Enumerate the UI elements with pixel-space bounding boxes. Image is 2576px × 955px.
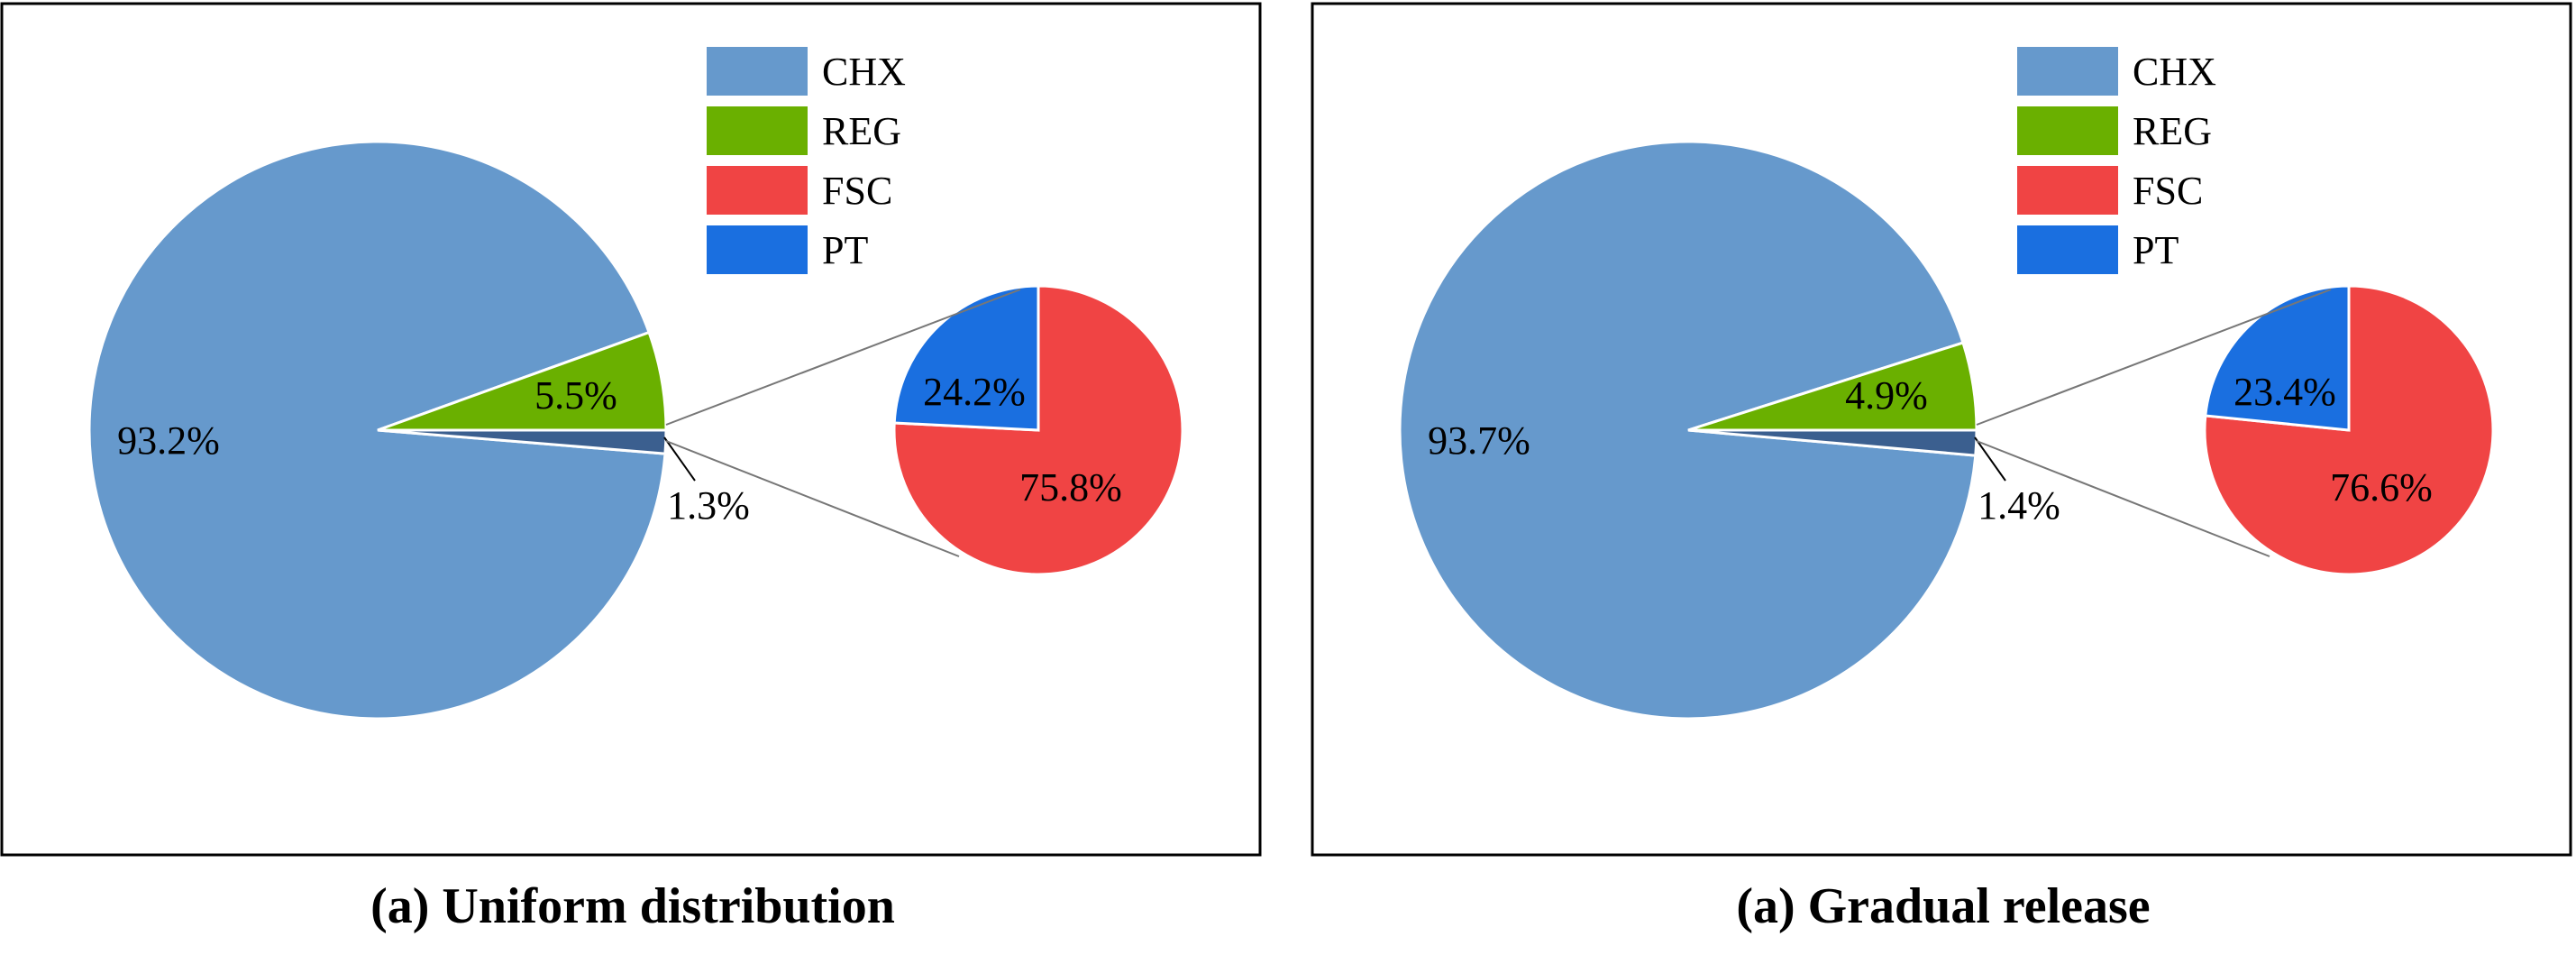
pie-slice-chx bbox=[1398, 140, 1978, 721]
sub-label-pt: 23.4% bbox=[2233, 370, 2336, 414]
legend-label-reg: REG bbox=[822, 109, 901, 153]
connector-line-bottom bbox=[1976, 440, 2270, 557]
sub-pie-slice-pt bbox=[892, 284, 1040, 432]
chart-caption-uniform: (a) Uniform distribution bbox=[370, 878, 895, 934]
legend-swatch-fsc bbox=[707, 166, 808, 215]
data-label-reg: 4.9% bbox=[1845, 373, 1928, 418]
legend-label-fsc: FSC bbox=[822, 169, 892, 213]
legend-label-reg: REG bbox=[2133, 109, 2212, 153]
chart-panel-0: 93.2% 5.5% 1.3% 75.8% 24.2% CHX REG FSC PT bbox=[0, 2, 1262, 857]
pie-slice-fsc-pt bbox=[377, 428, 668, 455]
leader-line bbox=[1974, 436, 2006, 482]
legend-label-pt: PT bbox=[822, 228, 868, 272]
legend-swatch-chx bbox=[707, 47, 808, 96]
chart-panel-1: 93.7% 4.9% 1.4% 76.6% 23.4% CHX REG FSC PT bbox=[1311, 2, 2572, 857]
legend-label-chx: CHX bbox=[822, 50, 906, 94]
legend-label-pt: PT bbox=[2133, 228, 2179, 272]
chart-caption-gradual: (a) Gradual release bbox=[1736, 878, 2151, 934]
legend-label-chx: CHX bbox=[2133, 50, 2216, 94]
data-label-chx: 93.7% bbox=[1428, 418, 1530, 463]
data-label-fsc-pt: 1.3% bbox=[667, 483, 750, 528]
data-label-fsc-pt: 1.4% bbox=[1978, 483, 2060, 528]
data-label-reg: 5.5% bbox=[534, 373, 617, 418]
legend-label-fsc: FSC bbox=[2133, 169, 2203, 213]
legend-swatch-reg bbox=[707, 106, 808, 155]
sub-pie-slice-pt bbox=[2204, 284, 2351, 432]
connector-line-bottom bbox=[665, 440, 960, 557]
pie-slice-fsc-pt bbox=[1687, 428, 1978, 457]
legend-swatch-fsc bbox=[2017, 166, 2118, 215]
sub-label-fsc: 75.8% bbox=[1019, 465, 1122, 510]
data-label-chx: 93.2% bbox=[117, 418, 220, 463]
legend-swatch-pt bbox=[2017, 225, 2118, 274]
sub-label-pt: 24.2% bbox=[923, 370, 1026, 414]
sub-label-fsc: 76.6% bbox=[2330, 465, 2433, 510]
connector-line-top bbox=[665, 289, 1021, 426]
leader-line bbox=[663, 436, 696, 482]
legend-swatch-chx bbox=[2017, 47, 2118, 96]
connector-line-top bbox=[1976, 289, 2332, 426]
legend-swatch-pt bbox=[707, 225, 808, 274]
pie-slice-chx bbox=[87, 140, 667, 721]
legend-swatch-reg bbox=[2017, 106, 2118, 155]
